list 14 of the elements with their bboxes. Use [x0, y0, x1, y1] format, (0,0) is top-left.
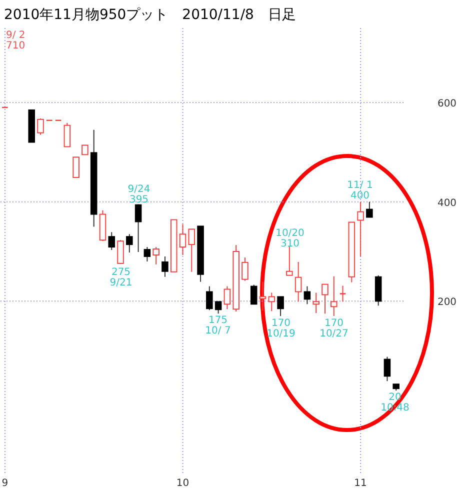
- annotation: 9/24 395: [128, 184, 150, 206]
- annotation: 10/20 310: [276, 228, 304, 250]
- annotation: 170 10/27: [320, 318, 348, 340]
- x-tick-label: 11: [354, 478, 367, 489]
- annotation: 11/ 1 400: [347, 180, 373, 202]
- y-tick-label: 600: [437, 98, 457, 110]
- annotation: 175 10/ 7: [205, 315, 231, 336]
- chart-title: 2010年11月物950プット 2010/11/8 日足: [4, 7, 296, 23]
- y-tick-label: 400: [437, 198, 457, 209]
- annotation: 9/ 2 710: [6, 30, 26, 52]
- x-tick-label: 9: [2, 478, 8, 489]
- annotation: 275 9/21: [110, 267, 132, 288]
- x-tick-label: 10: [176, 478, 190, 489]
- y-tick-label: 200: [437, 297, 457, 308]
